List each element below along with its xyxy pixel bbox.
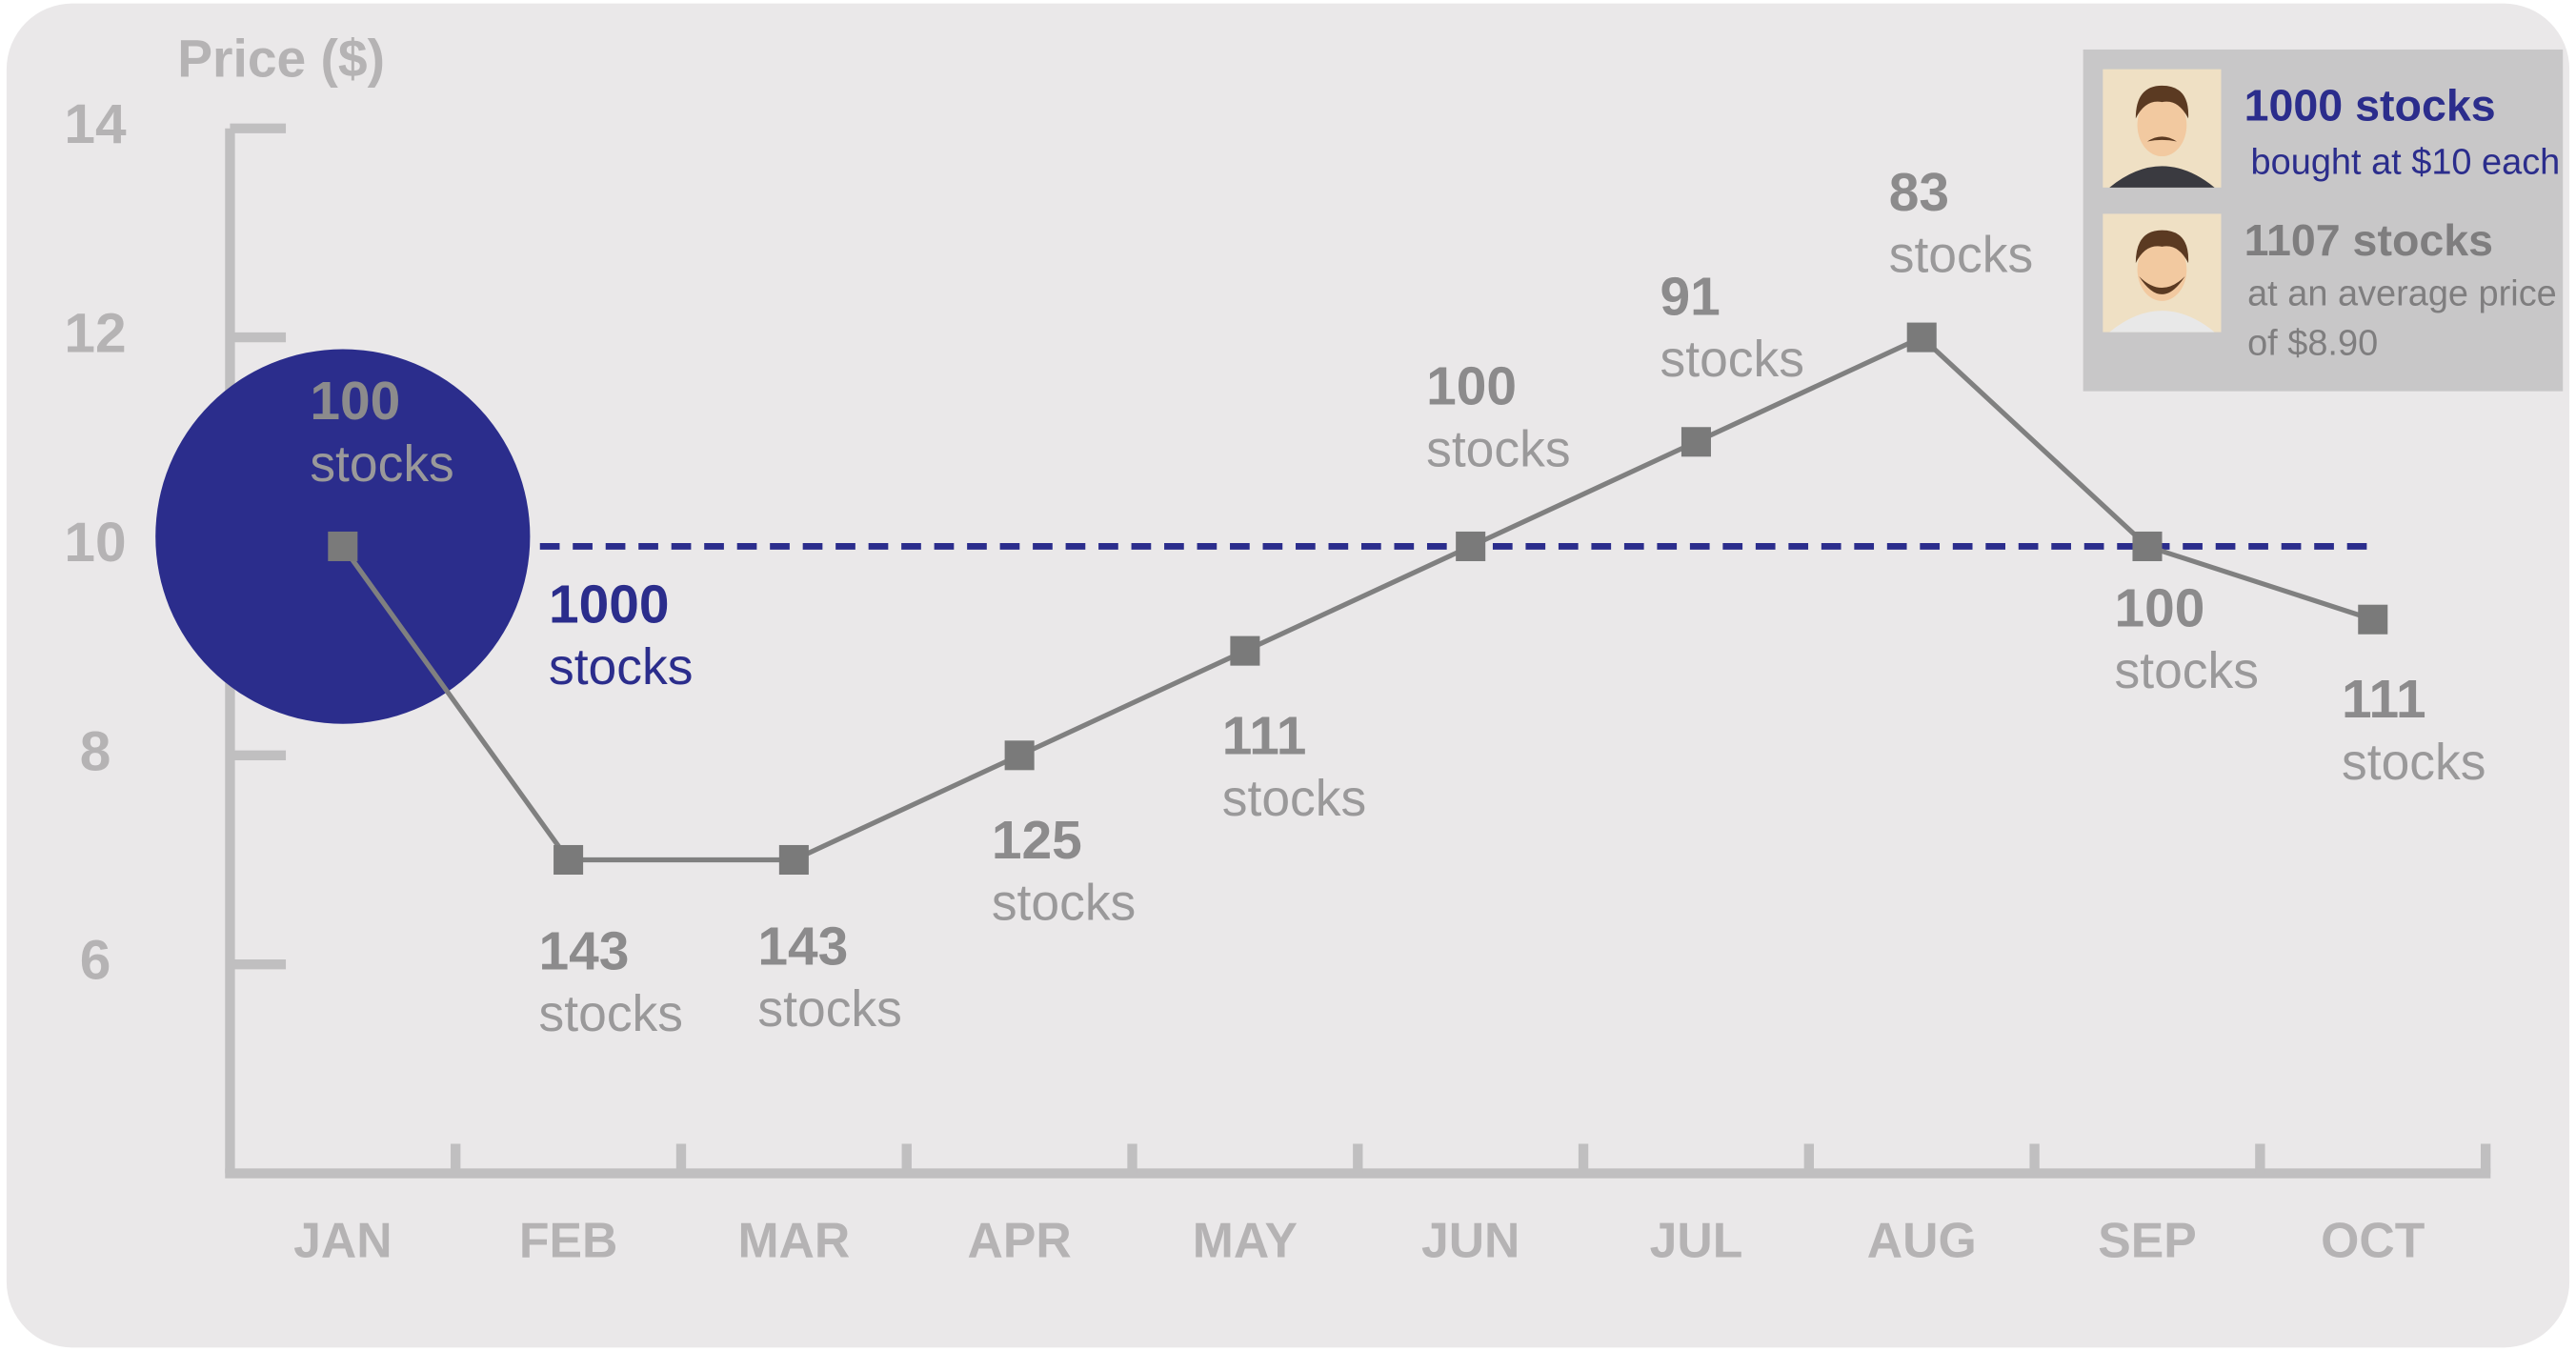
investor-icon <box>2103 213 2221 332</box>
legend: 1000 stocks bought at $10 each 1107 stoc… <box>2083 50 2564 392</box>
point-count: 143 <box>539 921 630 982</box>
point-unit: stocks <box>310 436 453 493</box>
point-count: 125 <box>992 810 1082 871</box>
data-point <box>2358 605 2387 635</box>
x-tick-label: OCT <box>2321 1212 2425 1267</box>
point-unit: stocks <box>1889 227 2033 283</box>
point-unit: stocks <box>992 876 1136 932</box>
data-point <box>328 532 357 561</box>
x-tick-label: MAY <box>1193 1212 1298 1267</box>
x-tick-label: MAR <box>737 1212 850 1267</box>
x-tick-label: SEP <box>2098 1212 2197 1267</box>
point-count: 100 <box>1426 356 1517 417</box>
point-count: 91 <box>1660 267 1721 328</box>
point-count: 83 <box>1889 162 1949 223</box>
y-tick-label: 10 <box>64 512 126 574</box>
point-unit: stocks <box>757 981 901 1038</box>
reference-unit: stocks <box>549 639 693 696</box>
legend-title: 1000 stocks <box>2244 80 2496 130</box>
point-unit: stocks <box>1222 771 1366 827</box>
legend-text: at an average price <box>2247 274 2557 314</box>
page: {"chart_data": { "type": "line", "y_axis… <box>0 0 2576 1351</box>
y-tick-label: 12 <box>64 303 126 365</box>
point-count: 111 <box>1222 705 1307 766</box>
data-point <box>1681 427 1711 456</box>
data-point <box>1456 532 1485 561</box>
y-axis-label: Price ($) <box>177 29 385 88</box>
y-tick-label: 8 <box>80 720 111 782</box>
x-tick-label: JUN <box>1421 1212 1519 1267</box>
point-unit: stocks <box>539 986 683 1042</box>
data-point <box>1005 740 1035 770</box>
data-point <box>779 845 809 875</box>
data-point <box>553 845 583 875</box>
y-tick-label: 14 <box>64 93 127 155</box>
data-point <box>1907 323 1937 353</box>
x-tick-label: JUL <box>1650 1212 1743 1267</box>
point-unit: stocks <box>1660 332 1804 388</box>
point-count: 100 <box>2115 577 2205 638</box>
data-point <box>1230 636 1259 666</box>
y-tick-label: 6 <box>80 930 111 992</box>
legend-text: bought at $10 each <box>2251 143 2561 183</box>
x-tick-label: APR <box>968 1212 1072 1267</box>
investor-icon <box>2103 70 2221 188</box>
point-count: 111 <box>2342 669 2426 730</box>
x-tick-label: AUG <box>1867 1212 1977 1267</box>
point-count: 143 <box>757 916 848 977</box>
legend-title: 1107 stocks <box>2244 215 2493 265</box>
reference-count: 1000 <box>549 574 670 635</box>
legend-text: of $8.90 <box>2247 323 2378 363</box>
x-tick-label: JAN <box>293 1212 392 1267</box>
x-tick-label: FEB <box>519 1212 617 1267</box>
chart: Price ($) 6 8 10 12 14 JAN FEB MAR APR MAY JUN JUL A… <box>0 0 2576 1351</box>
data-point <box>2132 532 2162 561</box>
point-count: 100 <box>310 371 400 432</box>
point-unit: stocks <box>2342 735 2485 791</box>
point-unit: stocks <box>1426 421 1570 477</box>
point-unit: stocks <box>2115 643 2259 699</box>
